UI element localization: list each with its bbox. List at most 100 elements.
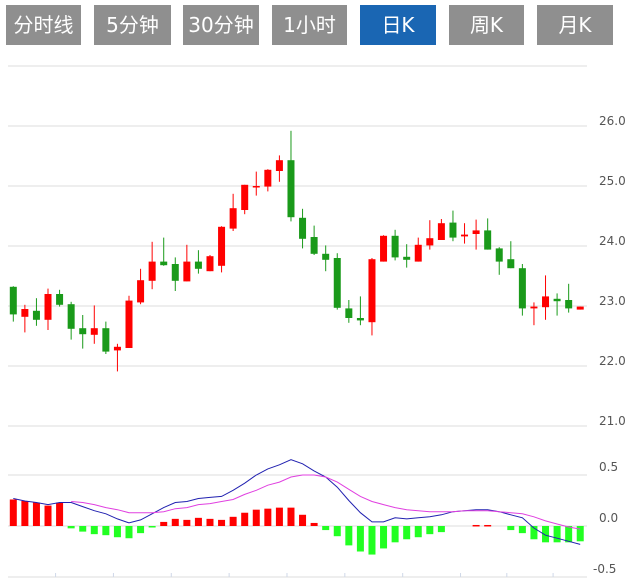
candle-up — [206, 256, 214, 272]
candle-down — [67, 304, 75, 329]
candle-up — [44, 294, 52, 320]
candle-up — [218, 226, 226, 266]
candle-down — [553, 298, 561, 302]
macd-histogram-bar — [414, 526, 422, 538]
macd-histogram-bar — [426, 526, 434, 535]
candle-up — [542, 296, 550, 308]
candle-down — [79, 328, 87, 335]
price-axis-label: 24.0 — [599, 234, 626, 248]
candle-down — [449, 222, 457, 238]
macd-histogram-bar — [437, 526, 445, 533]
candle-up — [414, 244, 422, 262]
price-axis-label: 25.0 — [599, 174, 626, 188]
macd-histogram-bar — [241, 512, 249, 526]
macd-histogram-bar — [484, 524, 492, 527]
macd-axis-label: -0.5 — [593, 562, 616, 576]
candle-down — [403, 256, 411, 260]
macd-histogram-bar — [102, 526, 110, 536]
macd-histogram-bar — [9, 499, 17, 526]
candle-up — [90, 328, 98, 335]
candle-up — [461, 234, 469, 237]
macd-histogram-bar — [148, 526, 156, 528]
candle-down — [333, 258, 341, 308]
macd-histogram-bar — [67, 526, 75, 529]
macd-histogram-bar — [21, 501, 29, 526]
macd-histogram-bar — [542, 526, 550, 543]
candle-down — [518, 268, 526, 309]
candle-down — [345, 308, 353, 318]
candle-down — [171, 264, 179, 281]
macd-histogram-bar — [391, 526, 399, 543]
candle-down — [495, 248, 503, 262]
candle-up — [183, 261, 191, 282]
tab-intraday[interactable]: 分时线 — [6, 5, 81, 45]
tab-1hour[interactable]: 1小时 — [272, 5, 347, 45]
candle-up — [252, 186, 260, 188]
macd-dea-line — [71, 474, 581, 530]
macd-histogram-bar — [171, 518, 179, 526]
tab-30min[interactable]: 30分钟 — [183, 5, 259, 45]
candle-up — [125, 300, 133, 348]
macd-histogram-bar — [137, 526, 145, 534]
candle-up — [264, 169, 272, 187]
period-tabs: 分时线 5分钟 30分钟 1小时 日K 周K 月K — [0, 0, 634, 50]
macd-histogram-bar — [553, 526, 561, 543]
candle-up — [576, 306, 584, 310]
candle-down — [391, 235, 399, 258]
price-axis-label: 21.0 — [599, 414, 626, 428]
macd-histogram-bar — [252, 509, 260, 526]
macd-histogram-bar — [565, 526, 573, 543]
macd-histogram-bar — [218, 519, 226, 526]
tab-weekly-k[interactable]: 周K — [449, 5, 524, 45]
macd-histogram-bar — [183, 519, 191, 526]
candle-down — [484, 230, 492, 250]
candle-up — [113, 346, 121, 351]
macd-histogram-bar — [507, 526, 515, 531]
candle-down — [56, 294, 64, 305]
macd-histogram-bar — [160, 521, 168, 526]
macd-histogram-bar — [287, 507, 295, 526]
macd-histogram-bar — [472, 524, 480, 527]
price-axis-label: 23.0 — [599, 294, 626, 308]
macd-histogram-bar — [113, 526, 121, 538]
candle-down — [322, 253, 330, 260]
macd-histogram-bar — [299, 514, 307, 526]
candle-down — [356, 318, 364, 321]
candle-up — [380, 235, 388, 262]
candle-down — [9, 286, 17, 315]
candle-up — [137, 280, 145, 303]
macd-axis-label: 0.5 — [599, 460, 618, 474]
candle-down — [32, 310, 40, 320]
macd-histogram-bar — [125, 526, 133, 539]
candle-up — [368, 259, 376, 323]
candle-up — [275, 160, 283, 171]
candle-down — [287, 160, 295, 218]
macd-histogram-bar — [368, 526, 376, 555]
candle-up — [21, 309, 29, 317]
candle-down — [565, 300, 573, 309]
candle-down — [299, 217, 307, 239]
candle-up — [530, 306, 538, 309]
candle-down — [310, 237, 318, 254]
macd-histogram-bar — [356, 526, 364, 552]
macd-histogram-bar — [403, 526, 411, 540]
macd-histogram-bar — [206, 518, 214, 526]
candle-down — [194, 261, 202, 269]
candle-up — [472, 230, 480, 234]
macd-histogram-bar — [322, 526, 330, 531]
macd-histogram-bar — [79, 526, 87, 532]
macd-histogram-bar — [576, 526, 584, 542]
macd-histogram-bar — [90, 526, 98, 535]
macd-dif-line — [13, 459, 581, 545]
tab-monthly-k[interactable]: 月K — [537, 5, 613, 45]
candle-up — [426, 238, 434, 246]
candle-up — [437, 223, 445, 240]
candle-down — [160, 261, 168, 266]
macd-histogram-bar — [229, 516, 237, 526]
macd-histogram-bar — [530, 526, 538, 540]
price-axis-label: 22.0 — [599, 354, 626, 368]
macd-histogram-bar — [333, 526, 341, 537]
tab-5min[interactable]: 5分钟 — [94, 5, 171, 45]
tab-daily-k[interactable]: 日K — [360, 5, 436, 45]
